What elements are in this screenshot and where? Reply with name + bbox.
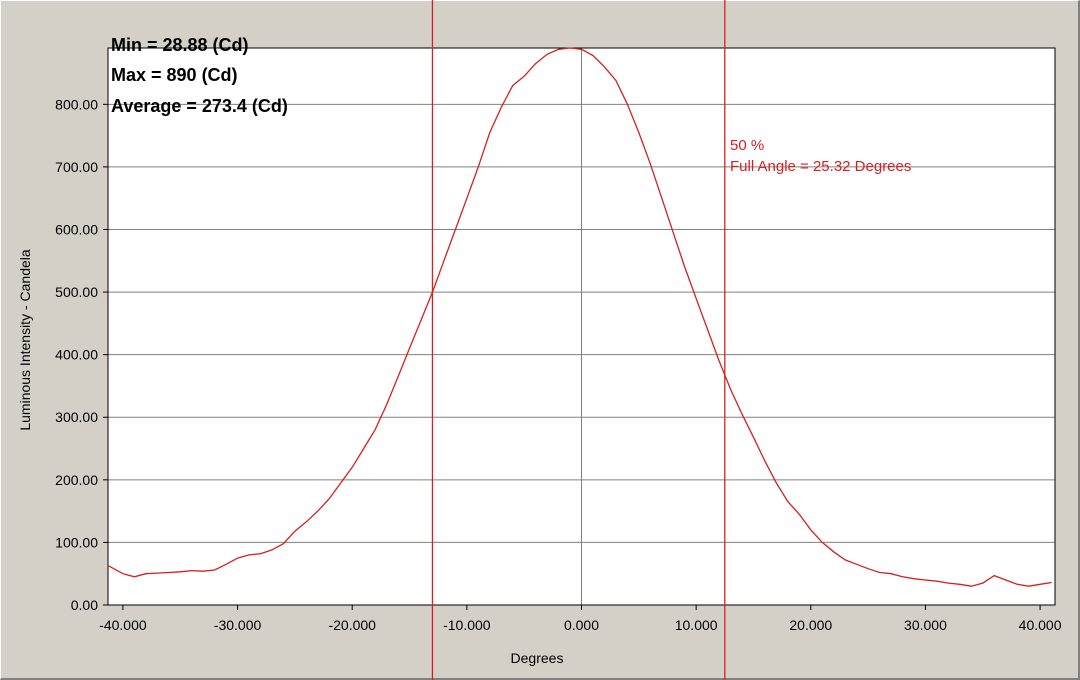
y-tick-label: 200.00: [55, 472, 98, 488]
y-tick-label: 300.00: [55, 409, 98, 425]
x-tick-label: 10.000: [675, 617, 718, 633]
y-axis-title: Luminous Intensity - Candela: [17, 249, 33, 431]
series-layer: [107, 47, 1052, 587]
y-tick-label: 500.00: [55, 284, 98, 300]
x-tick-label: 20.000: [789, 617, 832, 633]
x-tick-label: 40.000: [1019, 617, 1062, 633]
y-tick-label: 700.00: [55, 159, 98, 175]
x-tick-label: -10.000: [443, 617, 491, 633]
grid-lines: [108, 48, 1055, 605]
y-tick-label: 100.00: [55, 534, 98, 550]
intensity-series-line: [107, 47, 1052, 587]
stat-average: Average = 273.4 (Cd): [111, 96, 288, 116]
y-tick-label: 800.00: [55, 96, 98, 112]
y-tick-label: 600.00: [55, 221, 98, 237]
y-tick-label: 0.00: [71, 597, 98, 613]
plot-border: [107, 47, 1056, 606]
x-tick-label: -20.000: [328, 617, 376, 633]
annotation-percent: 50 %: [730, 137, 764, 154]
x-tick-label: -30.000: [214, 617, 262, 633]
x-tick-label: -40.000: [99, 617, 147, 633]
annotation-full-angle: Full Angle = 25.32 Degrees: [730, 158, 911, 175]
x-tick-label: 0.000: [564, 617, 599, 633]
y-axis-ticks: 0.00 100.00 200.00 300.00 400.00 500.00 600.00…: [55, 96, 108, 613]
x-axis-title: Degrees: [511, 650, 564, 666]
x-tick-label: 30.000: [904, 617, 947, 633]
half-intensity-lines: [431, 0, 726, 680]
stat-max: Max = 890 (Cd): [111, 65, 238, 85]
x-axis-ticks: -40.000 -30.000 -20.000 -10.000 0.000 10.000 2…: [99, 605, 1062, 633]
stat-min: Min = 28.88 (Cd): [111, 35, 249, 55]
y-tick-label: 400.00: [55, 347, 98, 363]
